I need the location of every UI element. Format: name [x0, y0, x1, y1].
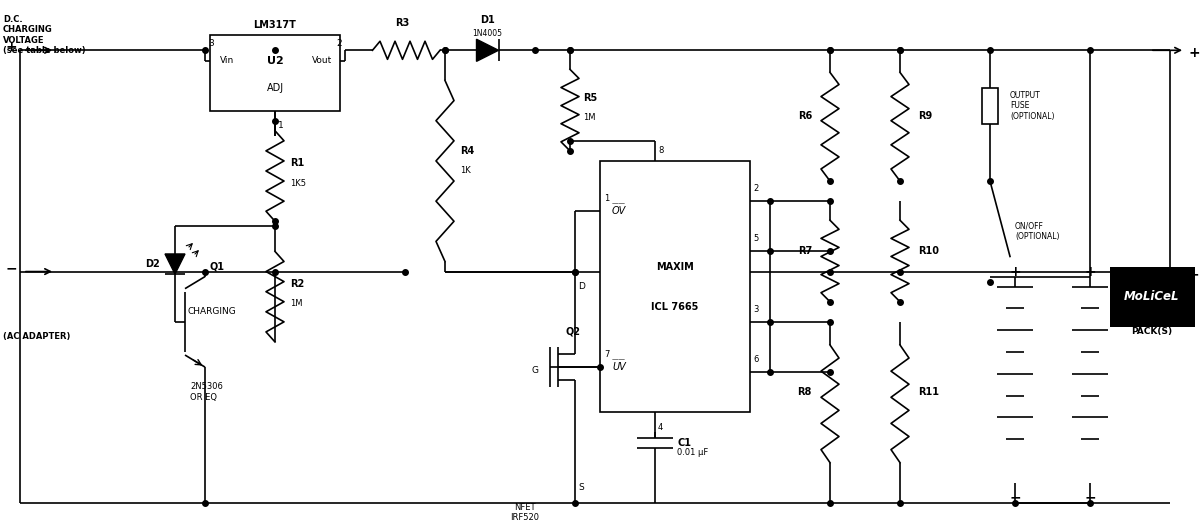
- Text: 1M: 1M: [290, 299, 302, 308]
- Text: 1M: 1M: [583, 113, 595, 122]
- Text: S: S: [578, 483, 583, 492]
- Text: 3: 3: [754, 305, 758, 314]
- Text: 1K: 1K: [460, 166, 470, 176]
- Text: CHARGING: CHARGING: [187, 307, 235, 316]
- Text: ICL 7665: ICL 7665: [652, 302, 698, 312]
- Text: −: −: [1188, 268, 1200, 281]
- Bar: [600, 161, 750, 412]
- Text: 7: 7: [604, 350, 610, 359]
- Text: 4: 4: [658, 423, 664, 432]
- Text: 2: 2: [754, 184, 758, 193]
- Text: G: G: [530, 366, 538, 374]
- Text: R8: R8: [798, 387, 812, 397]
- Text: R2: R2: [290, 279, 305, 289]
- Text: D.C.
CHARGING
VOLTAGE
(see table below): D.C. CHARGING VOLTAGE (see table below): [2, 15, 85, 55]
- Text: 1: 1: [604, 194, 610, 203]
- Text: 2: 2: [336, 39, 342, 48]
- Text: +: +: [1009, 265, 1021, 279]
- Text: 3: 3: [208, 39, 214, 48]
- Text: C1: C1: [677, 438, 691, 448]
- Text: OV: OV: [612, 206, 626, 216]
- Text: Q2: Q2: [565, 327, 580, 337]
- Text: ——: ——: [612, 356, 626, 362]
- Text: R10: R10: [918, 246, 940, 256]
- Text: R3: R3: [395, 18, 409, 28]
- Text: LM317T: LM317T: [253, 20, 296, 30]
- Text: R6: R6: [798, 111, 812, 121]
- Text: −: −: [1084, 491, 1096, 505]
- Text: 5: 5: [754, 234, 758, 243]
- Text: R7: R7: [798, 246, 812, 256]
- Text: Vout: Vout: [312, 56, 332, 65]
- Text: NFET
IRF520
OR SIMILAR: NFET IRF520 OR SIMILAR: [500, 503, 550, 523]
- Text: +: +: [1084, 265, 1096, 279]
- Text: +: +: [5, 40, 17, 54]
- Text: (AC ADAPTER): (AC ADAPTER): [2, 332, 71, 341]
- Text: 8: 8: [658, 146, 664, 155]
- Bar: [982, 87, 998, 124]
- Text: ADJ: ADJ: [266, 83, 283, 93]
- Text: D1: D1: [480, 15, 494, 25]
- Text: +: +: [1188, 47, 1200, 60]
- Text: ——: ——: [612, 200, 626, 206]
- Text: UV: UV: [612, 362, 625, 372]
- Text: MAXIM: MAXIM: [656, 262, 694, 271]
- Text: 1K5: 1K5: [290, 178, 306, 188]
- Text: Q1: Q1: [210, 262, 226, 271]
- Text: D: D: [578, 282, 584, 291]
- Text: R9: R9: [918, 111, 932, 121]
- Polygon shape: [166, 254, 185, 274]
- Text: U2: U2: [266, 56, 283, 66]
- Text: R1: R1: [290, 158, 305, 168]
- Text: −: −: [1009, 491, 1021, 505]
- Text: ON/OFF
(OPTIONAL): ON/OFF (OPTIONAL): [1015, 222, 1060, 241]
- Text: 6: 6: [754, 355, 758, 364]
- Polygon shape: [476, 39, 498, 61]
- Text: 2N5306
OR EQ: 2N5306 OR EQ: [190, 382, 223, 402]
- Text: 0.01 μF: 0.01 μF: [677, 448, 708, 457]
- Text: BATTERY
PACK(S): BATTERY PACK(S): [1129, 317, 1175, 336]
- Text: OUTPUT
FUSE
(OPTIONAL): OUTPUT FUSE (OPTIONAL): [1010, 90, 1055, 120]
- Bar: [210, 35, 340, 111]
- Text: R11: R11: [918, 387, 940, 397]
- Text: R5: R5: [583, 93, 598, 103]
- Text: Vin: Vin: [220, 56, 234, 65]
- Text: D2: D2: [145, 259, 160, 269]
- Bar: [1110, 267, 1195, 327]
- Text: R4: R4: [460, 146, 474, 156]
- Text: MoLiCeL: MoLiCeL: [1124, 290, 1180, 303]
- Text: −: −: [5, 262, 17, 276]
- Text: 1: 1: [278, 121, 283, 130]
- Text: 1N4005: 1N4005: [473, 29, 503, 38]
